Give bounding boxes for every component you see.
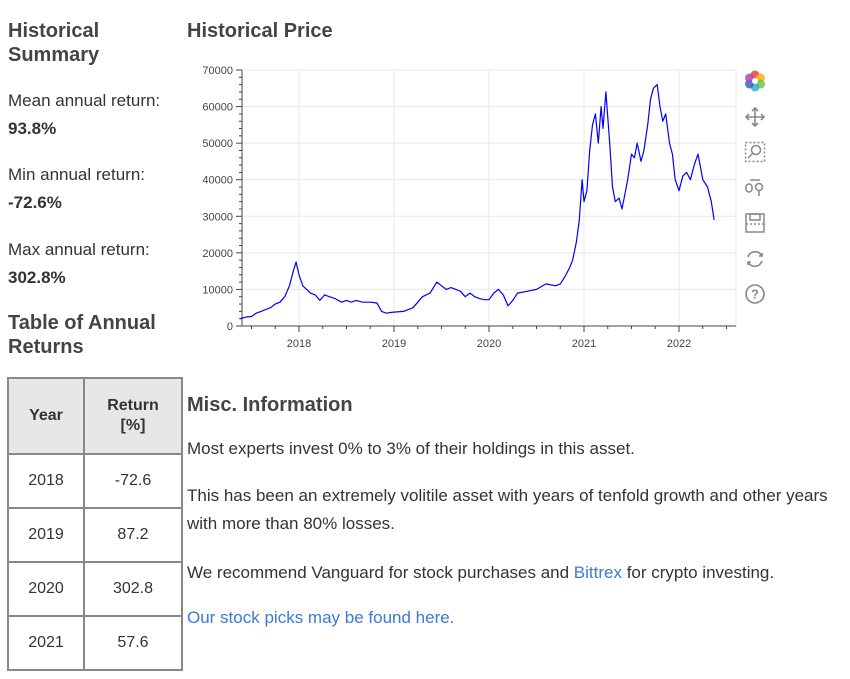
save-icon[interactable] [742,210,768,236]
max-return-label: Max annual return: [8,240,150,259]
x-tick-label: 2021 [572,338,596,350]
price-chart-title: Historical Price [187,20,333,42]
y-tick-label: 20000 [202,248,233,260]
return-cell: 302.8 [83,561,183,617]
year-cell: 2020 [7,561,85,617]
min-return-label: Min annual return: [8,165,146,184]
misc-p3-suffix: for crypto investing. [621,563,775,582]
table-header-row: Year Return [%] [7,377,183,455]
y-tick-label: 0 [227,321,233,333]
chart-toolbar: ? [742,68,770,317]
price-chart-svg[interactable]: 0 10000 20000 30000 40000 50000 60000 70000 2018… [186,58,746,363]
y-tick-label: 30000 [202,211,233,223]
max-return-value: 302.8% [8,268,66,287]
x-tick-label: 2019 [382,338,406,350]
year-cell: 2019 [7,507,85,563]
x-tick-label: 2022 [667,338,691,350]
misc-paragraph-1: Most experts invest 0% to 3% of their ho… [187,439,635,458]
annual-returns-table: Year Return [%] 2018 -72.6 2019 87.2 202… [7,377,183,671]
year-header: Year [7,377,85,455]
x-tick-label: 2018 [287,338,311,350]
summary-title: Historical Summary [8,20,100,66]
return-header-label: Return [%] [107,397,159,434]
y-tick-label: 60000 [202,102,233,114]
bokeh-logo-icon[interactable] [742,68,768,94]
return-header: Return [%] [83,377,183,455]
price-chart[interactable]: 0 10000 20000 30000 40000 50000 60000 70000 2018… [186,58,746,363]
box-zoom-icon[interactable] [742,139,768,165]
misc-p3-prefix: We recommend Vanguard for stock purchase… [187,563,574,582]
misc-paragraph-3: We recommend Vanguard for stock purchase… [187,559,847,587]
misc-paragraph-2: This has been an extremely volitile asse… [187,486,828,533]
table-title: Table of Annual Returns [8,312,156,358]
min-return-value: -72.6% [8,193,62,212]
help-icon[interactable]: ? [742,281,768,307]
y-tick-label: 70000 [202,65,233,77]
svg-text:?: ? [751,287,759,302]
bittrex-link[interactable]: Bittrex [573,563,622,582]
table-row: 2021 57.6 [7,615,183,671]
stock-picks-link[interactable]: Our stock picks may be found here. [187,608,455,627]
pan-icon[interactable] [742,104,768,130]
table-row: 2018 -72.6 [7,453,183,509]
x-tick-label: 2020 [477,338,501,350]
return-cell: 57.6 [83,615,183,671]
y-tick-label: 50000 [202,138,233,150]
return-cell: 87.2 [83,507,183,563]
reset-icon[interactable] [742,246,768,272]
price-series-line [239,84,715,320]
table-row: 2019 87.2 [7,507,183,563]
year-cell: 2021 [7,615,85,671]
table-row: 2020 302.8 [7,561,183,617]
misc-title: Misc. Information [187,394,353,416]
year-cell: 2018 [7,453,85,509]
mean-return-value: 93.8% [8,119,57,138]
y-tick-label: 40000 [202,175,233,187]
y-tick-label: 10000 [202,284,233,296]
mean-return-label: Mean annual return: [8,91,161,110]
wheel-zoom-icon[interactable] [742,175,768,201]
return-cell: -72.6 [83,453,183,509]
